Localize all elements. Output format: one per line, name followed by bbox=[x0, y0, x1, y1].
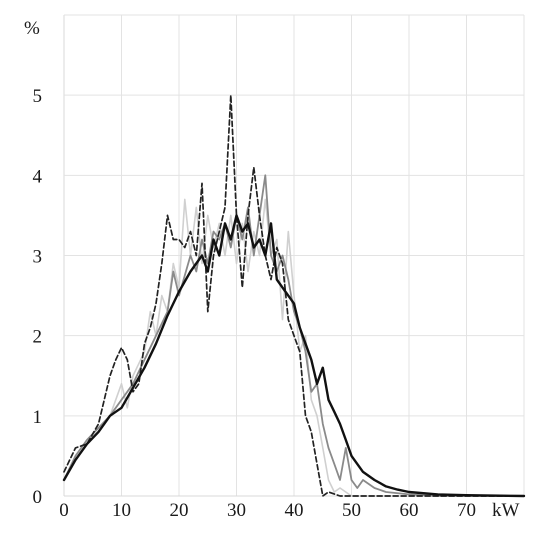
x-tick-label-10: 10 bbox=[112, 500, 131, 521]
y-tick-label-5: 5 bbox=[33, 86, 43, 107]
y-tick-label-1: 1 bbox=[33, 407, 43, 428]
x-tick-label-0: 0 bbox=[59, 500, 69, 521]
x-tick-label-20: 20 bbox=[170, 500, 189, 521]
tick-labels: 0 10 20 30 40 50 60 70 0 1 2 3 4 5 bbox=[33, 86, 477, 521]
series-layer bbox=[62, 94, 526, 498]
y-tick-label-2: 2 bbox=[33, 327, 43, 348]
x-axis-unit-label: kW bbox=[492, 500, 520, 521]
x-tick-label-70: 70 bbox=[457, 500, 476, 521]
x-tick-label-60: 60 bbox=[400, 500, 419, 521]
grid-lines bbox=[63, 14, 525, 497]
x-tick-label-40: 40 bbox=[285, 500, 304, 521]
series-line-black-thick bbox=[62, 214, 526, 498]
series-line-gray-solid bbox=[63, 174, 525, 497]
x-tick-label-30: 30 bbox=[227, 500, 246, 521]
y-axis-unit-label: % bbox=[24, 18, 40, 39]
y-tick-label-3: 3 bbox=[33, 247, 43, 268]
y-tick-label-4: 4 bbox=[33, 166, 43, 187]
series-line-black-dashed bbox=[63, 94, 525, 497]
y-tick-label-0: 0 bbox=[33, 487, 43, 508]
x-tick-label-50: 50 bbox=[342, 500, 361, 521]
